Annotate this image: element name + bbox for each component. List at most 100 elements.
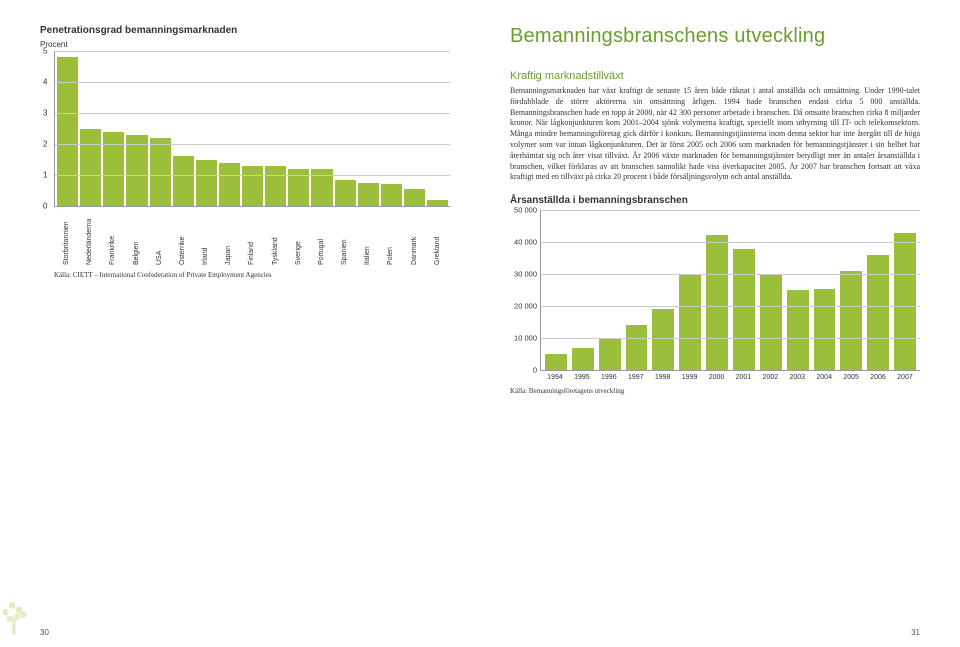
section-subhead: Kraftig marknadstillväxt <box>510 70 920 82</box>
chart2-xlabel: 2005 <box>840 371 862 381</box>
chart2-xlabel: 1996 <box>598 371 620 381</box>
chart1-plot: 012345 <box>54 51 450 207</box>
chart2-ytick: 0 <box>511 366 537 375</box>
chart1-bar <box>80 129 101 207</box>
chart2-xlabel: 2001 <box>732 371 754 381</box>
left-page: Penetrationsgrad bemanningsmarknaden Pro… <box>0 0 480 647</box>
chart2-plot: 010 00020 00030 00040 00050 000 <box>540 210 920 371</box>
chart2-title: Årsanställda i bemanningsbranschen <box>510 195 920 206</box>
chart2-bar <box>679 274 701 370</box>
chart1-xlabel: Tyskland <box>265 209 286 265</box>
chart1-xlabels: StorbritannienNederländernaFrankrikeBelg… <box>54 209 450 265</box>
chart2-bar <box>840 271 862 370</box>
chart2-gridline <box>541 242 920 243</box>
page-title: Bemanningsbranschens utveckling <box>510 25 920 48</box>
chart2-bar <box>626 325 648 370</box>
chart1-gridline <box>55 144 450 145</box>
chart1-xlabel: Polen <box>380 209 401 265</box>
chart1-bar <box>265 166 286 206</box>
chart2-xlabel: 1998 <box>652 371 674 381</box>
chart1-bar <box>196 160 217 207</box>
chart2-gridline <box>541 338 920 339</box>
chart1-xlabel: Storbritannien <box>56 209 77 265</box>
chart1-xlabel: Finland <box>241 209 262 265</box>
chart2-bars <box>541 210 920 370</box>
chart1-xlabel: Belgien <box>126 209 147 265</box>
page-number-right: 31 <box>911 628 920 637</box>
chart2-xlabel: 2002 <box>759 371 781 381</box>
chart1-xlabel: Nederländerna <box>79 209 100 265</box>
chart2-xlabel: 2006 <box>867 371 889 381</box>
chart2-bar <box>787 290 809 370</box>
chart2-xlabel: 1994 <box>544 371 566 381</box>
chart2-xlabel: 1997 <box>625 371 647 381</box>
chart2-gridline <box>541 210 920 211</box>
decorative-tree-icon <box>0 592 37 637</box>
chart1-xlabel: Österrike <box>172 209 193 265</box>
chart2-bar <box>760 274 782 370</box>
chart2-bar <box>814 289 836 371</box>
chart2-bar <box>652 309 674 370</box>
chart2-xlabel: 1995 <box>571 371 593 381</box>
chart1-xlabel: Grekland <box>427 209 448 265</box>
chart2-xlabel: 1999 <box>679 371 701 381</box>
page-number-left: 30 <box>40 628 49 637</box>
chart1-gridline <box>55 51 450 52</box>
chart2-bar <box>733 249 755 371</box>
right-page: Bemanningsbranschens utveckling Kraftig … <box>480 0 960 647</box>
chart2-bar <box>894 233 916 371</box>
chart1-bar <box>150 138 171 206</box>
chart2-xlabel: 2007 <box>894 371 916 381</box>
chart1-bar <box>173 156 194 206</box>
chart1-bar <box>381 184 402 206</box>
chart1-xlabel: Italien <box>357 209 378 265</box>
chart2-ytick: 40 000 <box>511 238 537 247</box>
chart1-bar <box>242 166 263 206</box>
chart1-ytick: 1 <box>43 171 47 180</box>
chart2-xlabel: 2000 <box>706 371 728 381</box>
chart1-xlabel: Sverige <box>288 209 309 265</box>
chart1-xlabel: Irland <box>195 209 216 265</box>
chart2-ytick: 20 000 <box>511 302 537 311</box>
chart1-bar <box>358 183 379 206</box>
chart2-bar <box>572 348 594 370</box>
chart1-xlabel: USA <box>149 209 170 265</box>
chart1-gridline <box>55 113 450 114</box>
chart1-gridline <box>55 175 450 176</box>
chart1-xlabel: Portugal <box>311 209 332 265</box>
chart1-bar <box>126 135 147 206</box>
chart2-source: Källa: Bemanningsföretagens utveckling <box>510 387 920 395</box>
chart1: 012345 StorbritannienNederländernaFrankr… <box>40 51 450 279</box>
chart2-ytick: 30 000 <box>511 270 537 279</box>
chart1-ytick: 5 <box>43 47 47 56</box>
chart2-gridline <box>541 274 920 275</box>
chart1-xlabel: Spanien <box>334 209 355 265</box>
chart1-ytick: 4 <box>43 78 47 87</box>
chart1-xlabel: Japan <box>218 209 239 265</box>
chart2-ytick: 10 000 <box>511 334 537 343</box>
chart1-bar <box>57 57 78 206</box>
chart2-gridline <box>541 306 920 307</box>
chart2-ytick: 50 000 <box>511 206 537 215</box>
chart2-bar <box>545 354 567 370</box>
chart2-xlabel: 2003 <box>786 371 808 381</box>
chart1-bar <box>103 132 124 206</box>
chart1-xlabel: Frankrike <box>102 209 123 265</box>
chart1-bar <box>219 163 240 206</box>
chart2-xlabel: 2004 <box>813 371 835 381</box>
chart2-bar <box>599 338 621 370</box>
chart2-xlabels: 1994 1995 1996 1997 1998 1999 2000 2001 2002 2003… <box>540 371 920 381</box>
chart1-bar <box>427 200 448 206</box>
chart2-bar <box>867 255 889 370</box>
chart1-xlabel: Danmark <box>404 209 425 265</box>
chart1-ytick: 3 <box>43 109 47 118</box>
chart1-bar <box>404 189 425 206</box>
chart1-ytick: 0 <box>43 202 47 211</box>
chart1-subtitle: Procent <box>40 40 450 49</box>
chart1-bar <box>335 180 356 206</box>
chart2-bar <box>706 235 728 370</box>
chart1-ytick: 2 <box>43 140 47 149</box>
chart1-gridline <box>55 82 450 83</box>
chart1-title: Penetrationsgrad bemanningsmarknaden <box>40 25 450 36</box>
chart1-source: Källa: CIETT – International Confederati… <box>54 271 450 279</box>
